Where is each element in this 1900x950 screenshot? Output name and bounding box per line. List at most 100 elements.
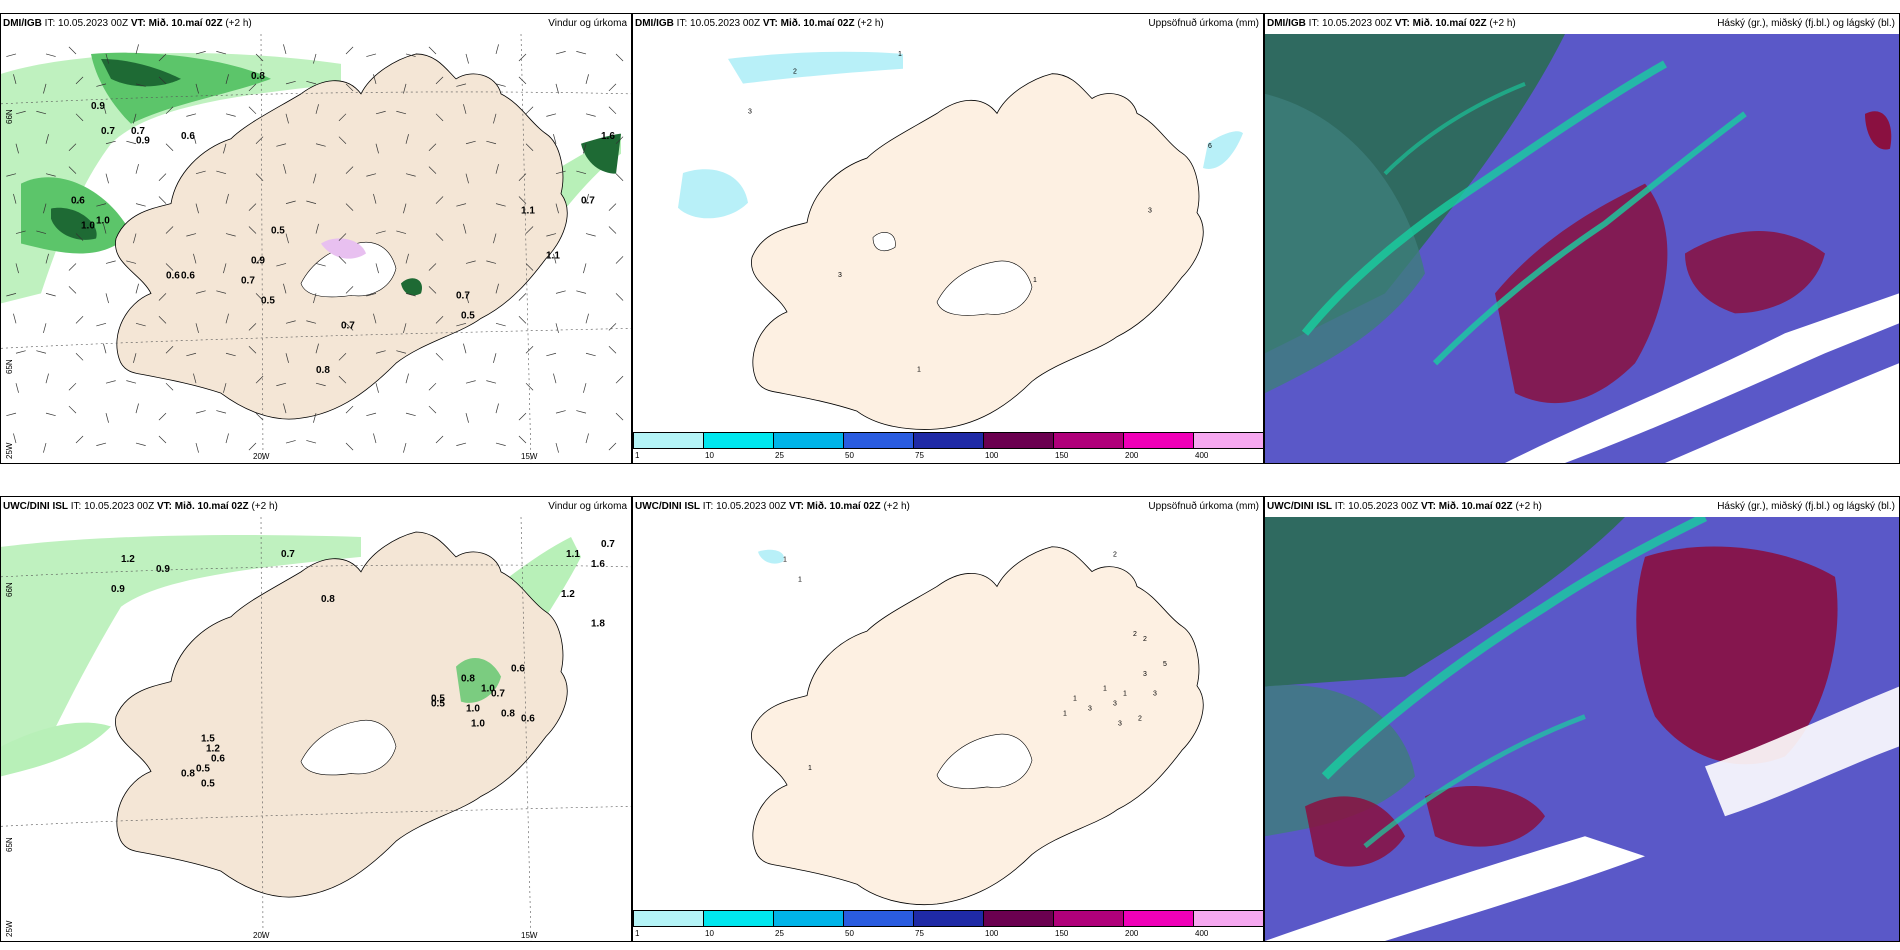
wind-barb xyxy=(193,373,197,384)
map-value-label: 0.7 xyxy=(131,126,145,137)
panel-header: DMI/IGB IT: 10.05.2023 00Z VT: Mið. 10.m… xyxy=(1265,14,1899,34)
wind-barb xyxy=(553,134,557,144)
wind-barb xyxy=(428,143,437,152)
wind-barb xyxy=(225,113,236,117)
valid-time: Mið. 10.maí 02Z xyxy=(806,501,881,512)
wind-barb xyxy=(45,53,56,57)
wind-barb xyxy=(103,104,107,114)
wind-barb xyxy=(276,263,287,267)
panel-accum-precip-dmi: DMI/IGB IT: 10.05.2023 00Z VT: Mið. 10.m… xyxy=(632,13,1264,464)
wind-barb xyxy=(276,382,287,387)
wind-barb xyxy=(75,196,84,204)
panel-header: UWC/DINI ISL IT: 10.05.2023 00Z VT: Mið.… xyxy=(1,497,631,517)
wind-barb xyxy=(375,263,379,274)
wind-barb xyxy=(493,113,497,124)
wind-barb xyxy=(456,442,467,446)
map-value-label: 1.2 xyxy=(121,554,135,565)
map-value-label: 1.0 xyxy=(481,684,495,695)
valid-time: Mið. 10.maí 02Z xyxy=(780,18,855,29)
wind-barb xyxy=(345,166,354,174)
wind-barb xyxy=(15,230,26,234)
wind-barb xyxy=(585,113,596,117)
wind-barb xyxy=(306,440,317,444)
wind-barb xyxy=(285,113,289,124)
map-value-label: 3 xyxy=(1088,706,1092,713)
map-area: 1.2 0.9 0.9 0.7 0.8 1.1 1.6 1.2 1.0 0.8 0.6 0.7 1.0 0… xyxy=(1,517,631,941)
init-time: 10.05.2023 00Z xyxy=(716,501,787,512)
model-name: UWC/DINI ISL xyxy=(635,501,700,512)
lat-label: 66N xyxy=(5,109,14,124)
wind-barb xyxy=(68,382,77,391)
wind-barb xyxy=(248,442,257,451)
wind-barb xyxy=(165,226,174,234)
wind-barb xyxy=(375,110,386,115)
wind-barb xyxy=(463,104,467,114)
wind-barb xyxy=(555,442,559,453)
wind-barb xyxy=(555,290,566,294)
wind-barb xyxy=(283,44,287,55)
colorbar-swatch xyxy=(913,432,984,449)
wind-barb xyxy=(313,293,317,304)
wind-barb xyxy=(345,203,354,211)
wind-barb xyxy=(428,405,437,414)
wind-barb xyxy=(103,343,107,354)
wind-barb xyxy=(105,173,109,184)
wind-barb xyxy=(555,51,566,55)
wind-barb xyxy=(495,283,499,294)
model-name: DMI/IGB xyxy=(635,18,674,29)
colorbar-tick: 200 xyxy=(1125,929,1139,938)
map-value-label: 0.5 xyxy=(261,295,275,306)
wind-barb xyxy=(615,53,624,62)
wind-barb xyxy=(45,412,56,417)
wind-barb xyxy=(366,173,377,177)
map-area: 0.8 0.9 0.7 1.0 0.6 0.7 0.6 0.9 1.0 0.6 0.5 0.9 0.5 0… xyxy=(1,34,631,463)
map-value-label: 0.6 xyxy=(511,664,525,675)
wind-barb xyxy=(456,322,467,327)
wind-barb xyxy=(366,293,377,297)
wind-barb xyxy=(435,353,444,361)
wind-barb xyxy=(195,442,199,453)
wind-barb xyxy=(465,293,469,304)
wind-barb xyxy=(195,203,199,214)
colorbar-tick: 400 xyxy=(1195,929,1209,938)
map-value-label: 0.6 xyxy=(181,131,195,142)
wind-barb xyxy=(553,373,557,384)
map-value-label: 3 xyxy=(1113,701,1117,708)
wind-barb xyxy=(428,46,437,55)
wind-barb xyxy=(375,230,386,234)
wind-barb xyxy=(525,226,534,234)
wind-barb xyxy=(133,113,137,124)
wind-barb xyxy=(345,286,354,294)
wind-barb xyxy=(585,233,596,237)
wind-barb xyxy=(373,74,377,84)
wind-barb xyxy=(495,163,499,174)
panel-header: UWC/DINI ISL IT: 10.05.2023 00Z VT: Mið.… xyxy=(1265,497,1899,517)
wind-barb xyxy=(195,83,199,94)
wind-barb xyxy=(283,163,287,174)
colorbar-swatch xyxy=(843,432,914,449)
map-value-label: 3 xyxy=(1143,671,1147,678)
wind-barb xyxy=(75,113,84,122)
wind-barb xyxy=(405,53,416,57)
wind-barb xyxy=(313,173,317,184)
wind-barb xyxy=(165,382,174,391)
product-title: Háský (gr.), miðský (fj.bl.) og lágský (… xyxy=(1717,18,1895,29)
wind-barb xyxy=(255,256,264,264)
wind-barb xyxy=(315,143,326,147)
map-area xyxy=(1265,34,1899,463)
wind-barb xyxy=(338,136,347,144)
cloud-map xyxy=(1265,517,1899,941)
colorbar-swatch xyxy=(913,910,984,927)
map-area xyxy=(1265,517,1899,941)
wind-barb xyxy=(248,226,257,234)
wind-barb xyxy=(608,106,617,115)
wind-barb xyxy=(456,83,467,87)
wind-barb xyxy=(608,323,617,331)
valid-time: Mið. 10.maí 02Z xyxy=(1438,501,1513,512)
wind-barb xyxy=(405,253,409,264)
wind-barb xyxy=(403,442,407,453)
wind-barb xyxy=(195,410,206,414)
accum-precip-map: 2 1 3 6 3 3 1 1 xyxy=(633,34,1263,431)
map-value-label: 0.7 xyxy=(601,539,615,550)
init-time: 10.05.2023 00Z xyxy=(1322,18,1393,29)
